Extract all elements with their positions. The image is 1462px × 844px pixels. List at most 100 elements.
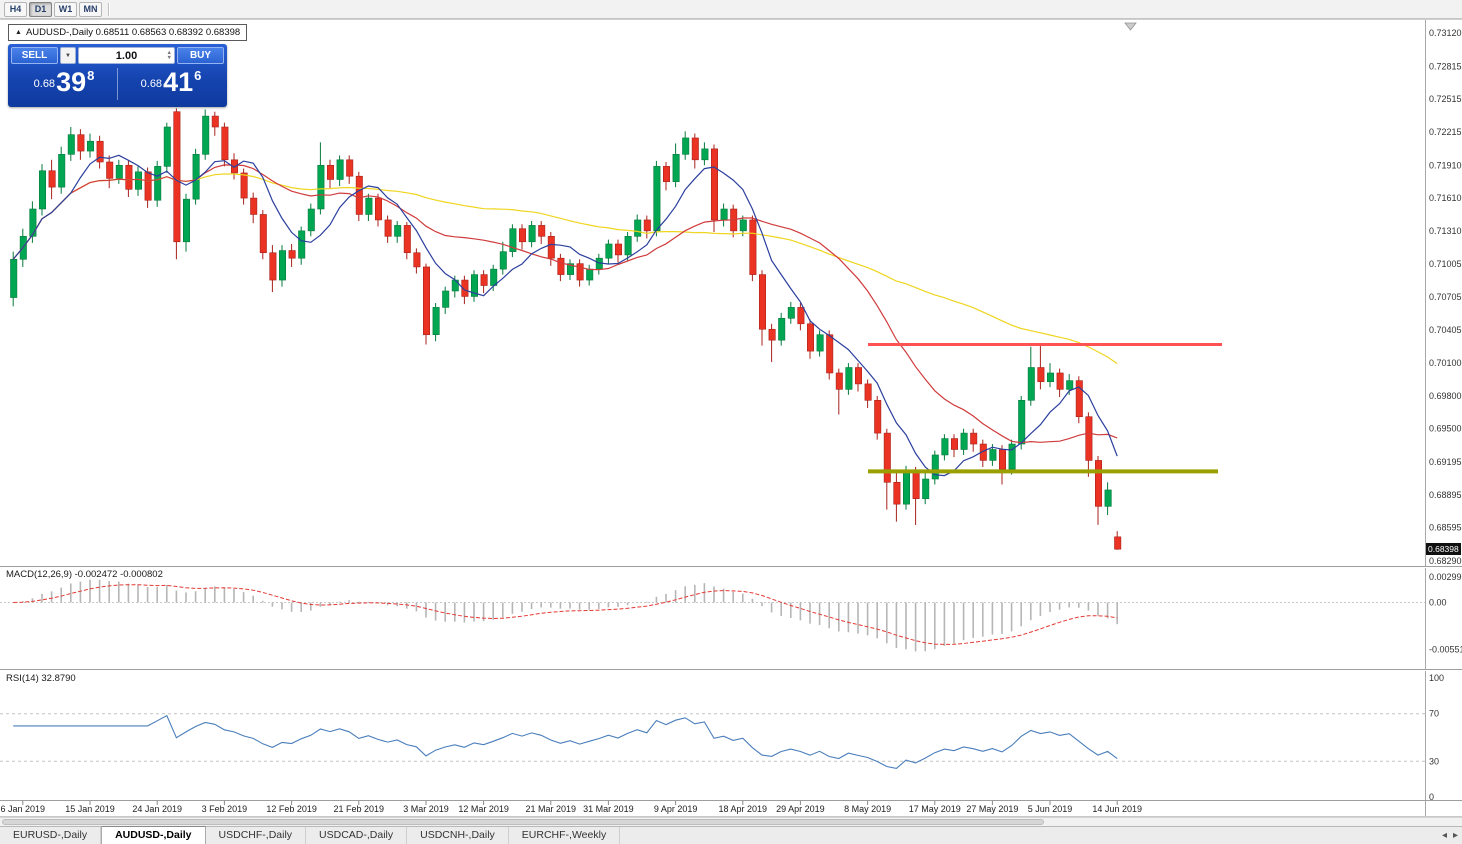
rsi-scale-label: 0: [1429, 792, 1434, 802]
time-axis-label: 9 Apr 2019: [654, 804, 698, 814]
timeframe-button-mn[interactable]: MN: [79, 1, 102, 17]
scrollbar-thumb[interactable]: [2, 819, 1044, 825]
candle: [384, 219, 392, 237]
time-axis-label: 15 Jan 2019: [65, 804, 115, 814]
candle: [202, 115, 210, 155]
candle: [893, 481, 901, 505]
time-axis-label: 21 Feb 2019: [334, 804, 385, 814]
time-axis-label: 6 Jan 2019: [1, 804, 46, 814]
candle: [106, 161, 114, 179]
candle: [758, 274, 766, 330]
horizontal-scrollbar[interactable]: [0, 817, 1462, 826]
price-scale-label: 0.73120: [1429, 28, 1462, 38]
candle: [787, 307, 795, 319]
candle: [557, 257, 565, 275]
price-scale-label: 0.70705: [1429, 292, 1462, 302]
candlestick-series: [10, 108, 1122, 550]
candle: [58, 154, 66, 188]
bid-prefix: 0.68: [33, 78, 56, 91]
macd-scale-label: 0.00: [1429, 598, 1447, 608]
timeframe-button-h4[interactable]: H4: [4, 1, 27, 17]
macd-scale-label: -0.005514: [1429, 644, 1462, 654]
macd-histogram: [21, 579, 1118, 652]
candle: [250, 197, 258, 215]
candle: [1018, 400, 1026, 445]
candle: [1114, 536, 1122, 550]
candle: [922, 478, 930, 499]
candle: [1027, 367, 1035, 401]
candle: [163, 126, 171, 167]
chart-tab-usdchf-daily[interactable]: USDCHF-,Daily: [206, 827, 307, 844]
candle: [643, 219, 651, 232]
candle: [826, 334, 834, 374]
candle: [710, 148, 718, 221]
chart-tab-usdcnh-daily[interactable]: USDCNH-,Daily: [407, 827, 509, 844]
candle: [931, 454, 939, 480]
candle: [518, 228, 526, 243]
price-scale-label: 0.72815: [1429, 61, 1462, 71]
time-axis-label: 3 Feb 2019: [202, 804, 248, 814]
bid-big-digits: 39: [56, 66, 87, 97]
sell-button[interactable]: SELL: [11, 47, 58, 64]
candle: [48, 170, 56, 188]
candle: [38, 170, 46, 210]
candle: [624, 236, 632, 256]
candle: [835, 372, 843, 390]
bid-price[interactable]: 0.68 39 8: [11, 66, 117, 98]
time-axis-label: 17 May 2019: [909, 804, 961, 814]
timeframe-toolbar: H4 D1 W1 MN: [0, 0, 1462, 19]
timeframe-button-d1[interactable]: D1: [29, 1, 52, 17]
candle: [461, 279, 469, 297]
candle: [240, 172, 248, 199]
collapse-icon[interactable]: ▲: [15, 29, 22, 36]
candle: [442, 290, 450, 308]
candle: [979, 443, 987, 461]
time-axis-label: 31 Mar 2019: [583, 804, 634, 814]
chart-tab-eurchf-weekly[interactable]: EURCHF-,Weekly: [509, 827, 621, 844]
candle: [902, 471, 910, 505]
volume-up-icon[interactable]: ▲: [166, 49, 172, 56]
volume-input[interactable]: 1.00 ▲ ▼: [78, 47, 175, 64]
ask-pip-digit: 6: [194, 68, 202, 84]
ask-price[interactable]: 0.68 41 6: [118, 68, 224, 98]
candle: [1066, 380, 1074, 390]
candle: [874, 400, 882, 434]
ohlc-line: AUDUSD-,Daily 0.68511 0.68563 0.68392 0.…: [25, 27, 241, 38]
candle: [154, 166, 162, 201]
chart-tab-eurusd-daily[interactable]: EURUSD-,Daily: [0, 827, 102, 844]
candle: [1095, 460, 1103, 507]
time-axis-label: 29 Apr 2019: [776, 804, 825, 814]
candle: [547, 236, 555, 259]
ma-fast-line: [12, 154, 1118, 477]
quote-divider: [117, 68, 118, 100]
price-scale-label: 0.72215: [1429, 127, 1462, 137]
candle: [394, 225, 402, 237]
chart-tab-audusd-daily[interactable]: AUDUSD-,Daily: [101, 826, 206, 844]
volume-dropdown[interactable]: ▼: [60, 47, 76, 64]
tab-nav: ◂ ▸: [1442, 827, 1462, 844]
tab-scroll-right-icon[interactable]: ▸: [1452, 830, 1458, 841]
candle: [326, 164, 334, 180]
time-axis-label: 12 Feb 2019: [266, 804, 317, 814]
candle: [528, 225, 536, 243]
candle: [432, 307, 440, 336]
price-scale-label: 0.69500: [1429, 424, 1462, 434]
candle: [317, 164, 325, 210]
candle: [960, 432, 968, 450]
candle: [749, 219, 757, 275]
chart-shift-marker[interactable]: [1124, 22, 1137, 31]
chart-tab-usdcad-daily[interactable]: USDCAD-,Daily: [306, 827, 408, 844]
candle: [144, 171, 152, 201]
time-axis[interactable]: [22, 801, 1118, 805]
tab-scroll-left-icon[interactable]: ◂: [1441, 830, 1447, 841]
candle: [298, 230, 306, 259]
rsi-line: [13, 714, 1118, 769]
chevron-down-icon: ▼: [65, 52, 71, 59]
buy-button[interactable]: BUY: [177, 47, 224, 64]
candle: [499, 251, 507, 270]
timeframe-button-w1[interactable]: W1: [54, 1, 77, 17]
volume-down-icon[interactable]: ▼: [166, 54, 172, 61]
candle: [192, 154, 200, 200]
candle: [470, 274, 478, 297]
